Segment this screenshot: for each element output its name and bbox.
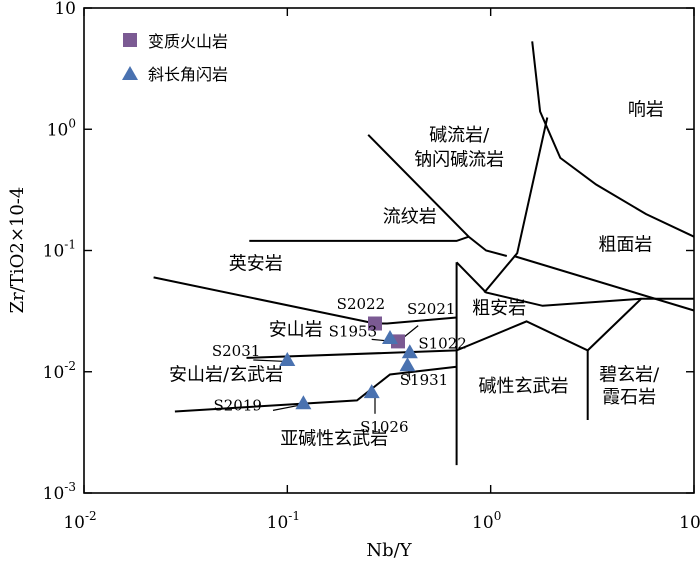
square-point-s2022 xyxy=(368,316,382,331)
y-tick-label-4: 10 xyxy=(54,0,76,19)
field-label-1: 响岩 xyxy=(628,99,664,120)
y-tick-exp-1: -2 xyxy=(64,359,76,373)
field-label-9: 安山岩/玄武岩 xyxy=(169,364,283,385)
field-label-10: 碱性玄武岩 xyxy=(479,376,569,397)
boundary-line-3 xyxy=(483,117,549,294)
y-tick-exp-0: -3 xyxy=(64,480,76,494)
y-tick-base-1: 10 xyxy=(43,363,65,383)
y-tick-label-0: 10-3 xyxy=(43,480,76,504)
y-tick-label-1: 10-2 xyxy=(43,359,76,383)
field-label-4: 流纹岩 xyxy=(383,207,437,228)
sample-label-s2031: S2031 xyxy=(212,342,260,360)
sample-label-s1953: S1953 xyxy=(329,323,377,341)
field-label-6: 英安岩 xyxy=(229,253,283,274)
sample-label-s2019: S2019 xyxy=(213,396,261,414)
x-tick-base-0: 10 xyxy=(63,513,85,533)
y-tick-exp-3: 0 xyxy=(68,116,76,130)
x-tick-exp-2: 0 xyxy=(494,509,502,523)
x-tick-label-2: 100 xyxy=(472,509,501,533)
x-tick-label-1: 10-1 xyxy=(267,509,300,533)
triangle-point-s1026 xyxy=(363,384,380,399)
legend-label-metavolcanic: 变质火山岩 xyxy=(148,32,228,51)
legend: 变质火山岩 斜长角闪岩 xyxy=(122,32,228,84)
field-label-11: 碧玄岩/ xyxy=(599,364,660,385)
x-tick-label-0: 10-2 xyxy=(63,509,96,533)
sample-label-s2021: S2021 xyxy=(407,300,455,318)
field-label-3: 钠闪碱流岩 xyxy=(414,150,504,171)
x-tick-base-2: 10 xyxy=(472,513,494,533)
y-tick-exp-2: -1 xyxy=(64,238,76,252)
y-tick-label-2: 10-1 xyxy=(43,238,76,262)
field-label-12: 霞石岩 xyxy=(602,387,656,408)
boundary-line-9 xyxy=(455,261,642,307)
boundary-line-2 xyxy=(367,134,470,238)
boundary-line-5 xyxy=(249,235,508,257)
leader-s2019 xyxy=(272,404,300,411)
triangle-point-s1022 xyxy=(401,344,418,359)
y-tick-base-0: 10 xyxy=(43,484,65,504)
triangle-point-s1931 xyxy=(399,357,416,372)
boundary-line-4 xyxy=(513,255,695,312)
leader-s2031 xyxy=(253,359,283,362)
x-tick-base-3: 10 xyxy=(679,513,700,533)
x-tick-base-1: 10 xyxy=(267,513,289,533)
boundary-line-1 xyxy=(531,41,695,238)
sample-label-s2022: S2022 xyxy=(337,295,385,313)
field-label-13: 亚碱性玄武岩 xyxy=(280,429,388,450)
sample-label-s1022: S1022 xyxy=(418,335,466,353)
y-axis-title: Zr/TiO2×10-4 xyxy=(7,187,28,314)
sample-labels: S1953 S2031 S2019 S1026 S1931 S1022 S2021 S2022 xyxy=(212,295,467,436)
x-tick-exp-1: -1 xyxy=(288,509,300,523)
triangle-point-s1953 xyxy=(382,330,398,344)
legend-triangle-marker xyxy=(122,66,138,80)
legend-label-amphibolite: 斜长角闪岩 xyxy=(148,65,228,84)
sample-label-s1931: S1931 xyxy=(400,371,448,389)
field-label-2: 碱流岩/ xyxy=(429,125,490,146)
y-tick-base-3: 10 xyxy=(47,120,69,140)
leader-s2021 xyxy=(402,325,419,339)
field-label-7: 粗安岩 xyxy=(472,298,526,319)
x-tick-exp-0: -2 xyxy=(85,509,97,523)
data-points xyxy=(279,316,418,410)
field-label-8: 安山岩 xyxy=(269,319,323,340)
y-tick-base-2: 10 xyxy=(43,242,65,262)
y-tick-base-4: 10 xyxy=(54,0,76,19)
triangle-point-s2019 xyxy=(295,395,312,410)
triangle-point-s2031 xyxy=(279,352,296,366)
y-tick-label-3: 100 xyxy=(47,116,76,140)
leader-s1022 xyxy=(414,350,430,353)
x-axis-ticks: 10-2 10-1 100 10 xyxy=(63,8,700,533)
x-tick-label-3: 10 xyxy=(679,513,700,533)
x-axis-title: Nb/Y xyxy=(366,540,412,561)
field-label-5: 粗面岩 xyxy=(598,235,652,256)
legend-square-marker xyxy=(123,33,137,47)
sample-label-s1026: S1026 xyxy=(360,418,408,436)
